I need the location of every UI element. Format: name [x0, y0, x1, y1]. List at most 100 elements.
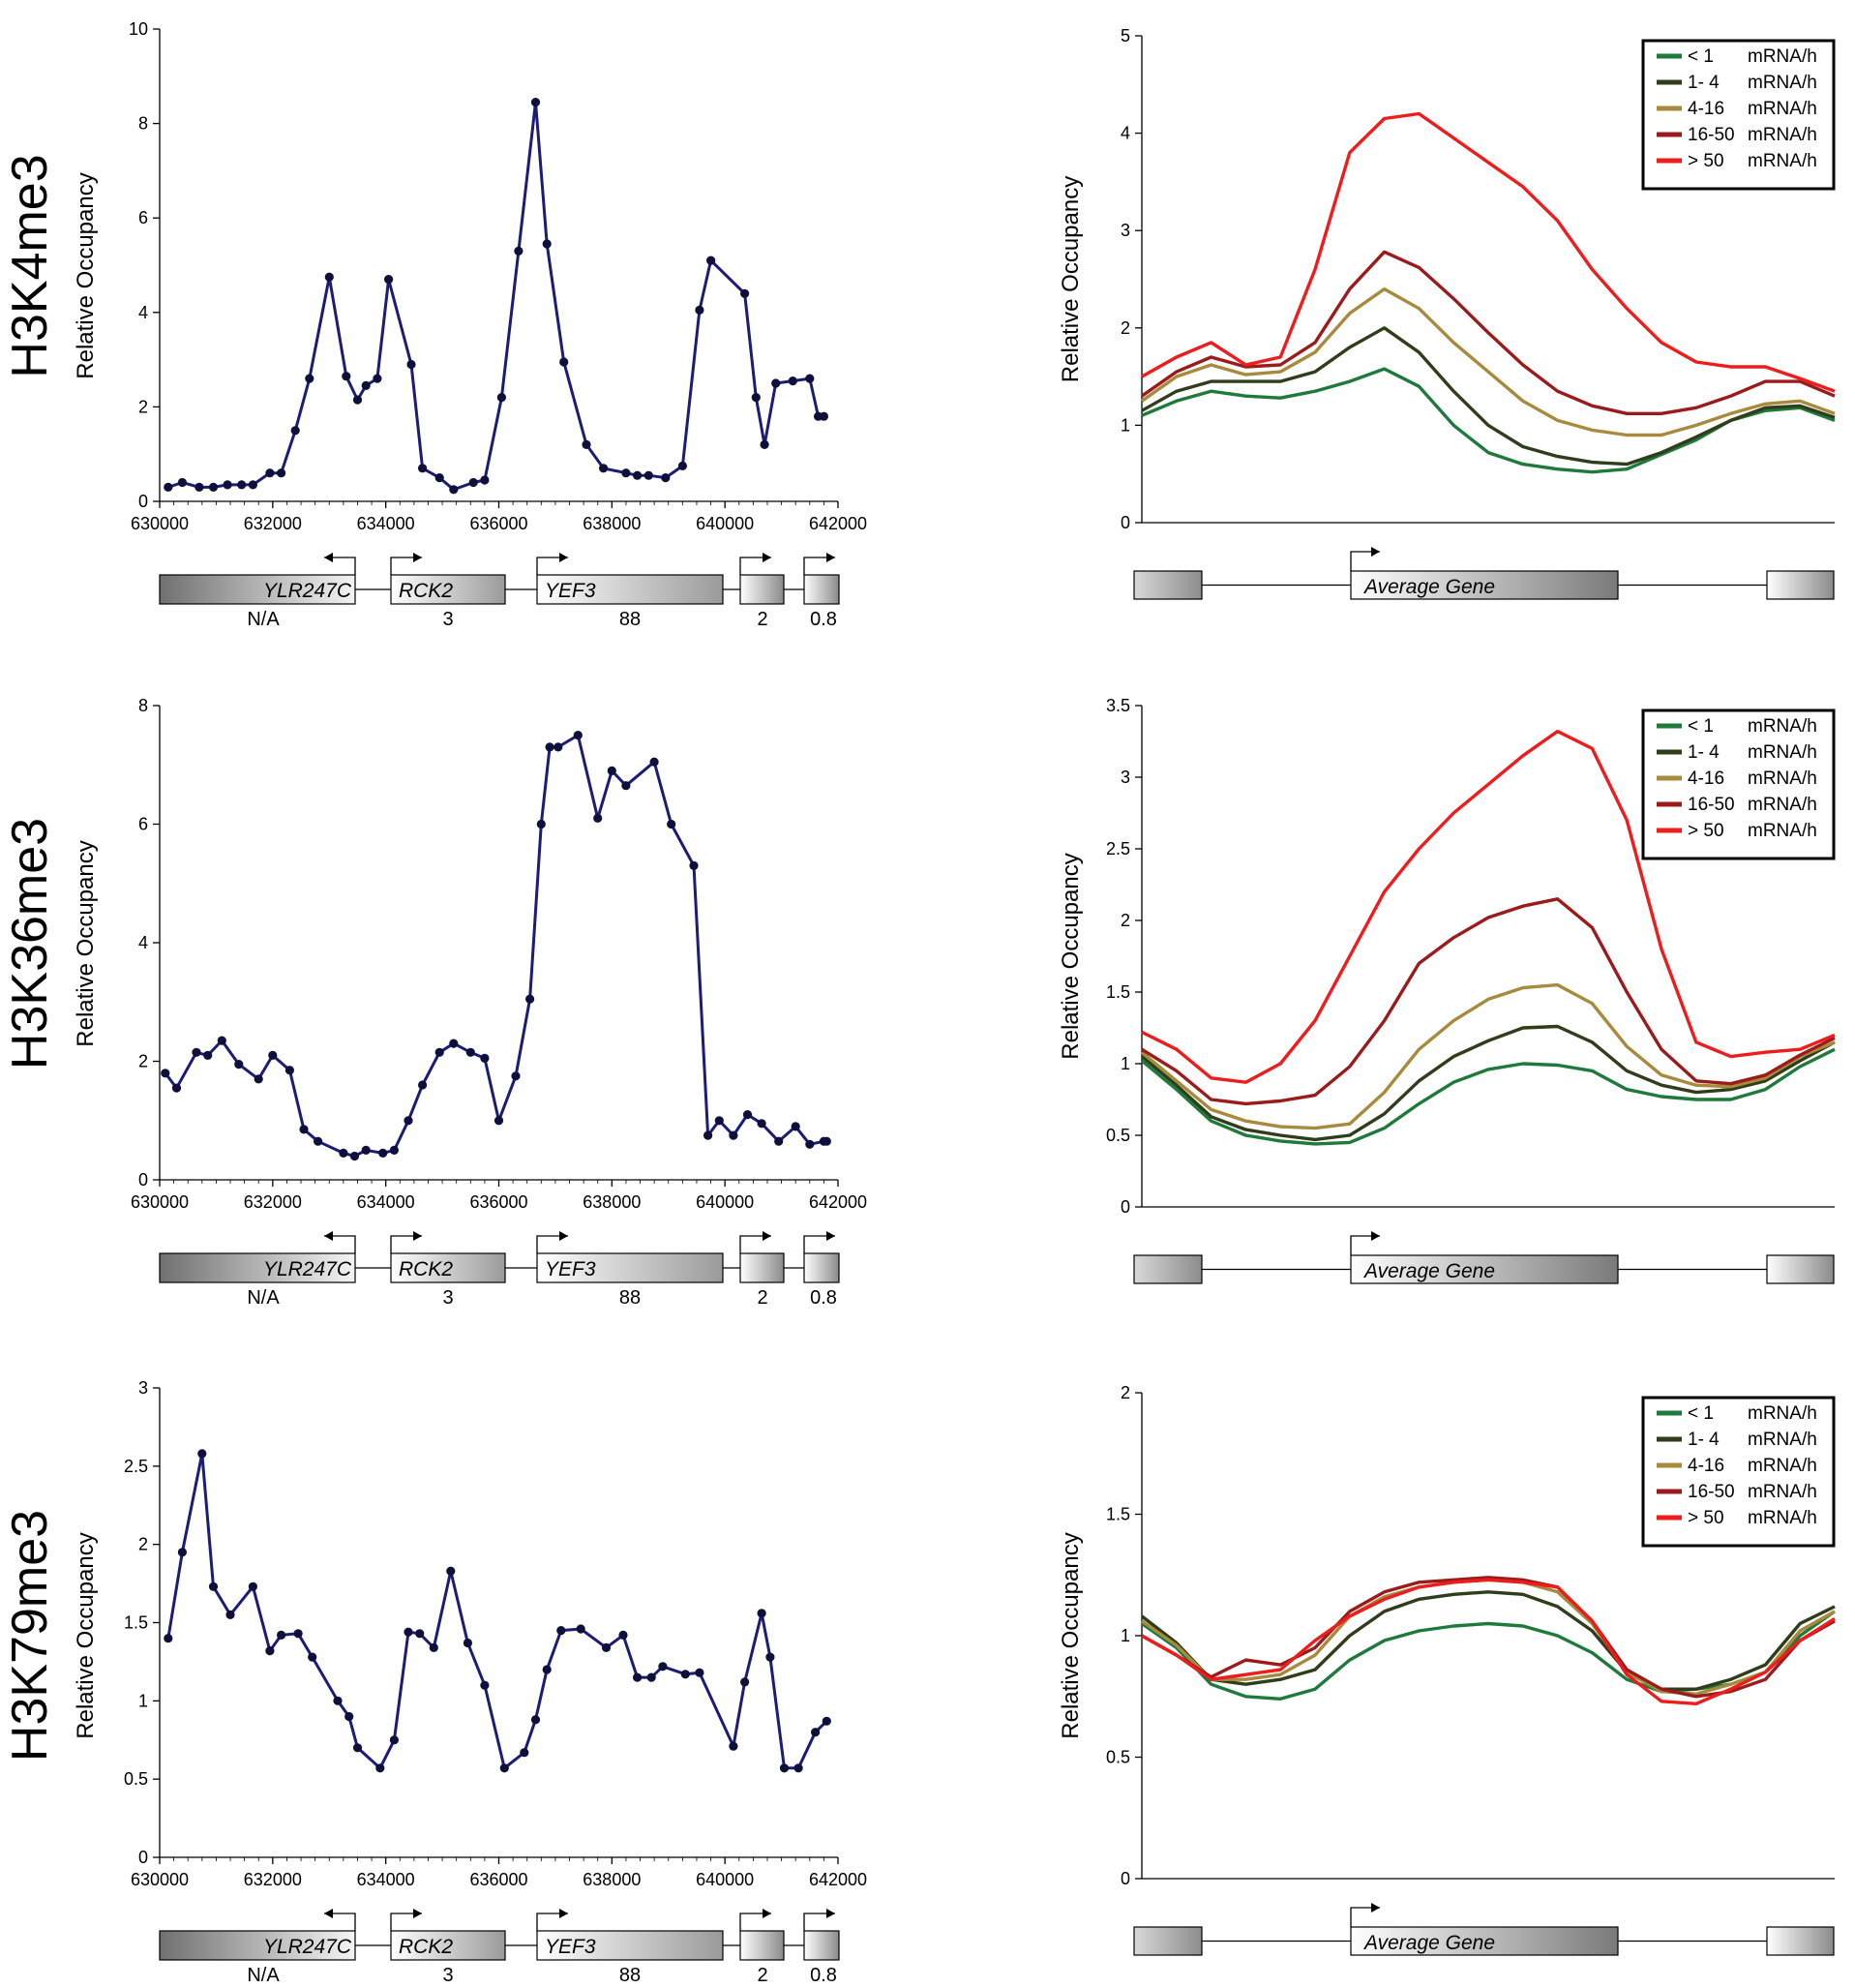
gene-name: YEF3 [545, 580, 596, 602]
data-point [511, 1071, 521, 1081]
locus-chart: Relative Occupancy 0 2 4 6 8 10 630000 632000 634… [73, 19, 867, 533]
y-axis-label: Relative Occupancy [73, 840, 99, 1046]
gene-name: YEF3 [545, 1936, 596, 1958]
row-h3k36me3: H3K36me3 Relative Occupancy 0 2 4 6 8 630000 632… [2, 696, 1836, 1309]
data-point [618, 1630, 628, 1640]
data-point [305, 374, 314, 383]
y-tick-label: 3 [1121, 768, 1130, 787]
y-tick-label: 1.5 [1106, 1505, 1130, 1524]
data-point [599, 464, 609, 473]
data-point [254, 1074, 263, 1084]
tss-arrow [324, 1235, 356, 1253]
average-gene-schematic: Average Gene [1133, 1903, 1835, 1956]
gene-name: YLR247C [263, 1258, 352, 1280]
tss-arrowhead [559, 1909, 568, 1918]
gene-box [390, 1252, 506, 1283]
x-tick-label: 636000 [469, 1192, 527, 1212]
y-tick-label: 1 [1121, 415, 1130, 435]
data-point [384, 275, 394, 285]
row-label: H3K36me3 [2, 818, 58, 1069]
data-point [164, 482, 173, 492]
data-point [449, 1039, 459, 1048]
data-point [819, 411, 829, 421]
data-point [429, 1642, 438, 1652]
tss-arrowhead [763, 1909, 771, 1918]
data-point [344, 1711, 354, 1722]
tss-arrowhead [763, 1231, 771, 1241]
tss-arrowhead [559, 1231, 568, 1241]
data-point [593, 813, 603, 824]
gene-name: RCK2 [399, 1258, 453, 1280]
gene-name: RCK2 [399, 580, 453, 602]
tss-arrowhead [324, 1231, 333, 1241]
data-point [194, 482, 204, 492]
gene-box [536, 1930, 724, 1961]
data-point [788, 377, 797, 386]
x-tick-label: 638000 [583, 1192, 641, 1212]
data-point [556, 1626, 566, 1636]
transcription-rate: 88 [619, 1287, 641, 1309]
data-point [415, 1629, 425, 1639]
occupancy-line [166, 1452, 828, 1770]
transcription-rate: 2 [757, 1965, 767, 1986]
tss-arrow [390, 557, 422, 575]
tss-arrowhead [559, 553, 568, 562]
data-point [689, 860, 699, 871]
data-point [643, 470, 653, 480]
data-point [480, 475, 490, 485]
data-point [225, 1610, 235, 1619]
gene-box [390, 1930, 506, 1961]
data-point [378, 1148, 388, 1158]
x-tick-label: 642000 [809, 1870, 867, 1889]
legend: < 1 mRNA/h 1- 4 mRNA/h 4-16 mRNA/h 16-50 mRNA/h… [1641, 39, 1836, 191]
data-point [740, 1677, 750, 1687]
data-point [248, 1581, 257, 1591]
tss-arrow [536, 1235, 568, 1253]
y-axis-label: Relative Occupancy [1058, 176, 1084, 382]
tss-arrow [390, 1235, 422, 1253]
data-point [729, 1130, 738, 1140]
data-point [234, 1060, 244, 1069]
series-line-4 [1141, 250, 1836, 415]
x-tick-label: 630000 [131, 1192, 189, 1212]
legend-box [1641, 708, 1836, 860]
tss-arrow [803, 557, 835, 575]
x-tick-label: 634000 [357, 1870, 415, 1889]
legend-label: 16-50 [1688, 1482, 1735, 1502]
y-tick-label: 0.5 [1106, 1748, 1130, 1767]
tss-arrowhead [324, 553, 333, 562]
data-point [277, 468, 286, 478]
y-tick-label: 0.5 [1106, 1126, 1130, 1145]
y-tick-label: 2 [1121, 1383, 1130, 1402]
legend-label: < 1 [1688, 716, 1714, 737]
data-point [667, 819, 676, 829]
y-tick-label: 2 [138, 397, 148, 416]
gene-box [739, 1252, 785, 1283]
average-gene-chart: Relative Occupancy 0 0.5 1 1.5 2 < 1 mRNA/h 1- 4… [1058, 1383, 1836, 1956]
data-point [192, 1047, 201, 1057]
gene-map: YLR247C RCK2 YEF3 N/A 3 88 2 0.8 [159, 553, 840, 630]
legend: < 1 mRNA/h 1- 4 mRNA/h 4-16 mRNA/h 16-50 mRNA/h… [1641, 1396, 1836, 1548]
tss-arrow [1350, 1907, 1380, 1927]
transcription-rate: 3 [442, 609, 453, 630]
data-point [658, 1662, 668, 1672]
y-tick-label: 8 [138, 696, 148, 715]
data-point [203, 1050, 213, 1060]
legend-unit: mRNA/h [1748, 1482, 1817, 1502]
gene-name: YEF3 [545, 1258, 596, 1280]
data-point [468, 477, 478, 488]
y-tick-label: 0 [138, 1170, 148, 1190]
data-point [324, 272, 334, 282]
legend-label: < 1 [1688, 1403, 1714, 1424]
legend-label: > 50 [1688, 821, 1724, 841]
tss-arrow [390, 1913, 422, 1931]
tss-arrow [739, 557, 771, 575]
upstream-gene-box [1133, 1254, 1203, 1284]
data-point [265, 468, 275, 478]
row-label: H3K4me3 [2, 154, 58, 377]
gene-box [159, 1930, 356, 1961]
x-tick-label: 632000 [244, 1870, 302, 1889]
legend-box [1641, 39, 1836, 191]
data-point [293, 1629, 303, 1639]
